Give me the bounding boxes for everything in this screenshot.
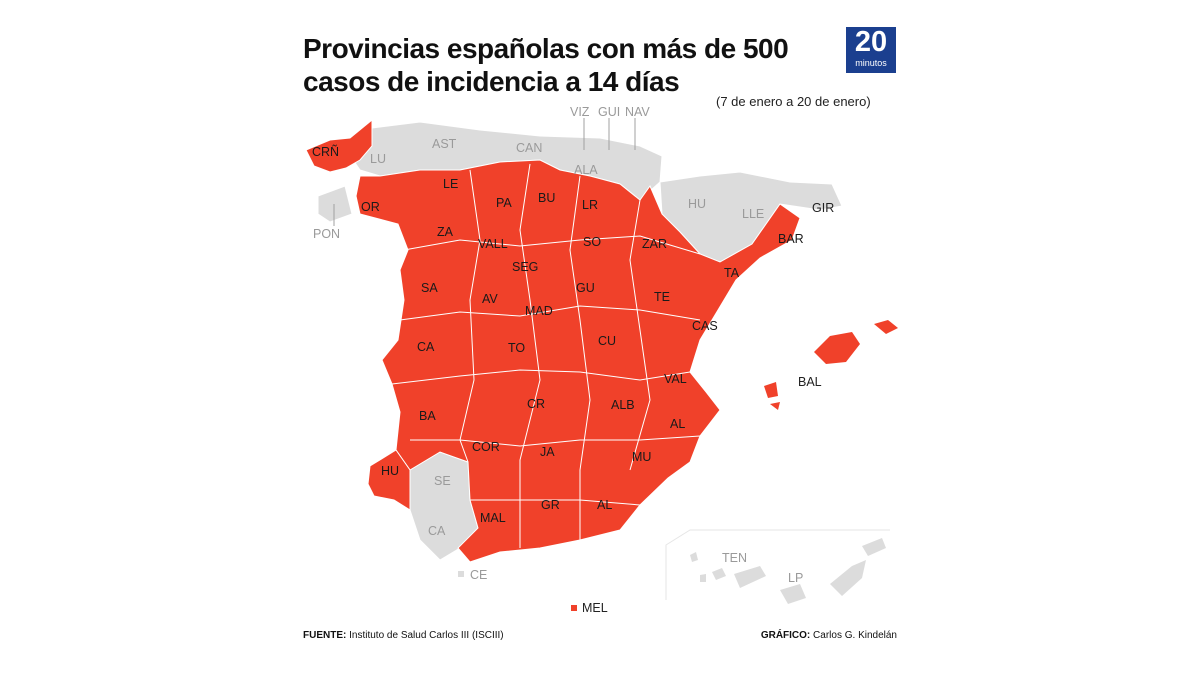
region-bal-menorca xyxy=(874,320,898,334)
label-mad: MAD xyxy=(525,304,553,318)
source-label: FUENTE: xyxy=(303,630,347,641)
label-al-alicante: AL xyxy=(670,417,685,431)
region-crn-red xyxy=(305,118,373,173)
label-bu: BU xyxy=(538,191,555,205)
mel-marker xyxy=(571,605,577,611)
label-gui: GUI xyxy=(598,105,620,119)
canary-islands xyxy=(690,538,886,604)
logo-number: 20 xyxy=(854,26,888,58)
label-alb: ALB xyxy=(611,398,635,412)
label-se: SE xyxy=(434,474,451,488)
label-mal: MAL xyxy=(480,511,506,525)
label-lp: LP xyxy=(788,571,803,585)
label-nav: NAV xyxy=(625,105,650,119)
region-bal-mallorca xyxy=(814,332,860,364)
label-ja: JA xyxy=(540,445,555,459)
label-al-almeria: AL xyxy=(597,498,612,512)
label-ba: BA xyxy=(419,409,436,423)
label-mu: MU xyxy=(632,450,651,464)
label-sa: SA xyxy=(421,281,438,295)
province-borders xyxy=(391,163,701,548)
title-line-2: casos de incidencia a 14 días xyxy=(303,66,680,97)
label-gu: GU xyxy=(576,281,595,295)
label-lu: LU xyxy=(370,152,386,166)
label-hu: HU xyxy=(381,464,399,478)
label-viz: VIZ xyxy=(570,105,590,119)
label-pon: PON xyxy=(313,227,340,241)
credit-note: GRÁFICO: Carlos G. Kindelán xyxy=(761,630,897,641)
source-text: Instituto de Salud Carlos III (ISCIII) xyxy=(346,630,504,641)
label-bal: BAL xyxy=(798,375,822,389)
label-mel: MEL xyxy=(582,601,608,615)
source-note: FUENTE: Instituto de Salud Carlos III (I… xyxy=(303,630,504,641)
credit-text: Carlos G. Kindelán xyxy=(810,630,897,641)
ce-marker xyxy=(458,571,464,577)
label-cas: CAS xyxy=(692,319,718,333)
date-range: (7 de enero a 20 de enero) xyxy=(716,94,871,109)
label-bar: BAR xyxy=(778,232,804,246)
label-ce: CE xyxy=(470,568,487,582)
label-so: SO xyxy=(583,235,601,249)
label-gr: GR xyxy=(541,498,560,512)
label-ta: TA xyxy=(724,266,740,280)
label-ca-cadiz: CA xyxy=(428,524,446,538)
label-can: CAN xyxy=(516,141,542,155)
label-cor: COR xyxy=(472,440,500,454)
labels-above-500: CRÑ OR LE PA BU LR ZA VALL SO ZAR BAR SE… xyxy=(312,145,804,525)
label-za: ZA xyxy=(437,225,454,239)
label-val: VAL xyxy=(664,372,687,386)
credit-label: GRÁFICO: xyxy=(760,630,811,641)
label-to: TO xyxy=(508,341,525,355)
canary-inset-frame xyxy=(665,529,890,600)
map-title: Provincias españolas con más de 500 caso… xyxy=(303,32,823,98)
label-vall: VALL xyxy=(478,237,508,251)
logo-word: minutos xyxy=(855,58,887,68)
region-hu-red xyxy=(367,449,411,511)
label-zar: ZAR xyxy=(642,237,667,251)
label-lr: LR xyxy=(582,198,598,212)
label-ast: AST xyxy=(432,137,457,151)
region-bal-formentera xyxy=(770,402,780,410)
label-seg: SEG xyxy=(512,260,538,274)
label-le: LE xyxy=(443,177,458,191)
label-hu-huesca: HU xyxy=(688,197,706,211)
label-av: AV xyxy=(482,292,498,306)
label-ala: ALA xyxy=(574,163,598,177)
label-te: TE xyxy=(654,290,670,304)
title-line-1: Provincias españolas con más de 500 xyxy=(303,33,789,64)
region-pon-grey xyxy=(317,185,353,223)
label-pa: PA xyxy=(496,196,512,210)
label-ca: CA xyxy=(417,340,435,354)
label-lle: LLE xyxy=(742,207,764,221)
label-or: OR xyxy=(361,200,380,214)
brand-logo: 20 minutos xyxy=(846,27,896,73)
label-crn: CRÑ xyxy=(312,145,339,159)
labels-below-500: LU AST CAN VIZ GUI NAV ALA HU LLE PON SE… xyxy=(313,105,803,585)
label-cr: CR xyxy=(527,397,545,411)
region-bal-ibiza xyxy=(764,382,778,398)
leader-lines xyxy=(333,118,636,226)
label-cu: CU xyxy=(598,334,616,348)
label-ten: TEN xyxy=(722,551,747,565)
label-gir: GIR xyxy=(812,201,834,215)
